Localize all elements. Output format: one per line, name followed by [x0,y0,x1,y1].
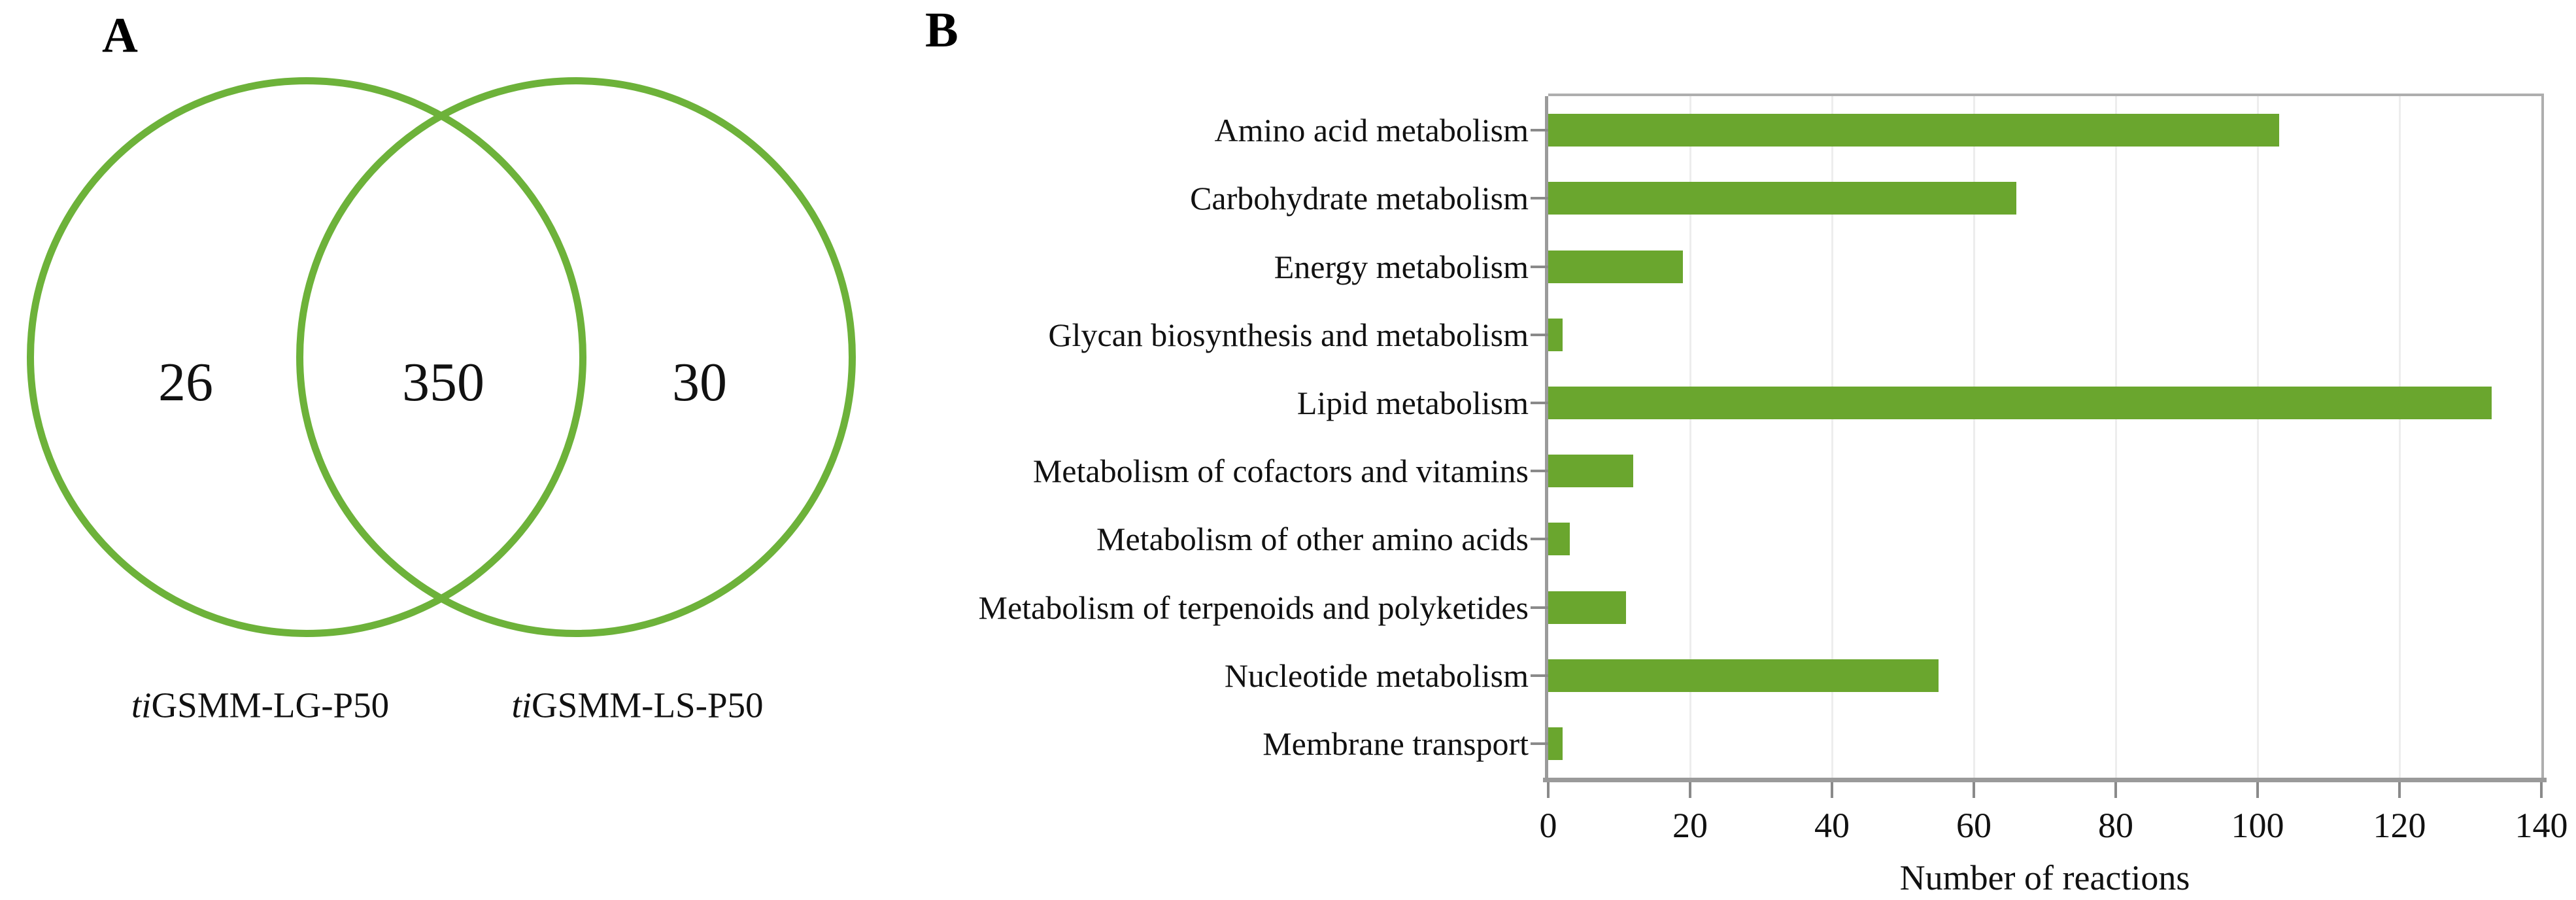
panel-a-label: A [102,8,138,63]
venn-count-intersection: 350 [402,352,484,413]
bar-9 [1548,727,1563,760]
x-tick-label-140: 140 [2515,806,2568,845]
venn-panel: A 26 350 30 tiGSMM-LG-P50 tiGSMM-LS-P50 [0,0,915,900]
x-axis-title: Number of reactions [1899,858,2190,897]
x-tick-20 [1689,782,1691,798]
gridline-20 [1689,96,1691,778]
bar-5 [1548,455,1634,488]
x-tick-label-80: 80 [2098,806,2133,845]
venn-left-set-label: tiGSMM-LG-P50 [131,687,389,723]
venn-right-set-label-prefix: ti [511,685,532,725]
x-tick-0 [1547,782,1550,798]
category-label-5: Metabolism of cofactors and vitamins [1032,453,1529,490]
category-tick-4 [1531,401,1548,404]
venn-right-set-label-text: GSMM-LS-P50 [532,685,764,725]
bar-4 [1548,386,2492,419]
category-label-1: Carbohydrate metabolism [1190,180,1529,217]
x-tick-100 [2256,782,2259,798]
venn-count-left-only: 26 [158,352,213,413]
gridline-120 [2398,96,2401,778]
category-label-8: Nucleotide metabolism [1224,657,1529,694]
category-label-2: Energy metabolism [1274,248,1529,285]
panel-b-label: B [925,3,958,58]
category-label-7: Metabolism of terpenoids and polyketides [978,589,1529,626]
venn-count-right-only: 30 [672,352,727,413]
x-tick-label-0: 0 [1539,806,1557,845]
venn-left-set-label-text: GSMM-LG-P50 [151,685,390,725]
value-axis-line [1543,778,2547,782]
bar-6 [1548,523,1570,556]
x-tick-40 [1831,782,1833,798]
bar-chart-panel: B Number of reactions Amino acid metabol… [915,0,2576,900]
bar-0 [1548,114,2279,147]
category-tick-9 [1531,742,1548,745]
category-label-9: Membrane transport [1263,725,1529,762]
gridline-40 [1831,96,1833,778]
category-tick-0 [1531,129,1548,132]
x-tick-60 [1973,782,1975,798]
x-tick-140 [2540,782,2543,798]
gridline-100 [2256,96,2259,778]
bar-3 [1548,318,1563,351]
x-tick-80 [2114,782,2117,798]
x-tick-label-60: 60 [1956,806,1991,845]
venn-right-set-label: tiGSMM-LS-P50 [511,687,763,723]
gridline-80 [2114,96,2117,778]
x-tick-label-100: 100 [2231,806,2284,845]
gridline-60 [1973,96,1975,778]
category-tick-5 [1531,470,1548,473]
category-axis-line [1545,96,1548,778]
x-tick-120 [2398,782,2401,798]
category-label-6: Metabolism of other amino acids [1096,521,1529,558]
x-tick-label-40: 40 [1814,806,1850,845]
category-tick-1 [1531,197,1548,200]
category-tick-3 [1531,333,1548,336]
bar-1 [1548,182,2017,215]
category-tick-6 [1531,538,1548,541]
category-tick-7 [1531,606,1548,609]
bar-chart-plot-area: Number of reactions Amino acid metabolis… [978,94,2568,897]
category-label-3: Glycan biosynthesis and metabolism [1048,316,1529,353]
bar-8 [1548,659,1939,692]
bar-2 [1548,250,1684,283]
category-tick-8 [1531,674,1548,677]
bar-7 [1548,591,1627,624]
x-tick-label-120: 120 [2373,806,2426,845]
venn-left-set-label-prefix: ti [131,685,152,725]
category-label-0: Amino acid metabolism [1214,112,1529,149]
x-tick-label-20: 20 [1672,806,1708,845]
category-tick-2 [1531,265,1548,268]
category-label-4: Lipid metabolism [1296,384,1529,421]
venn-circle-right [296,77,856,637]
